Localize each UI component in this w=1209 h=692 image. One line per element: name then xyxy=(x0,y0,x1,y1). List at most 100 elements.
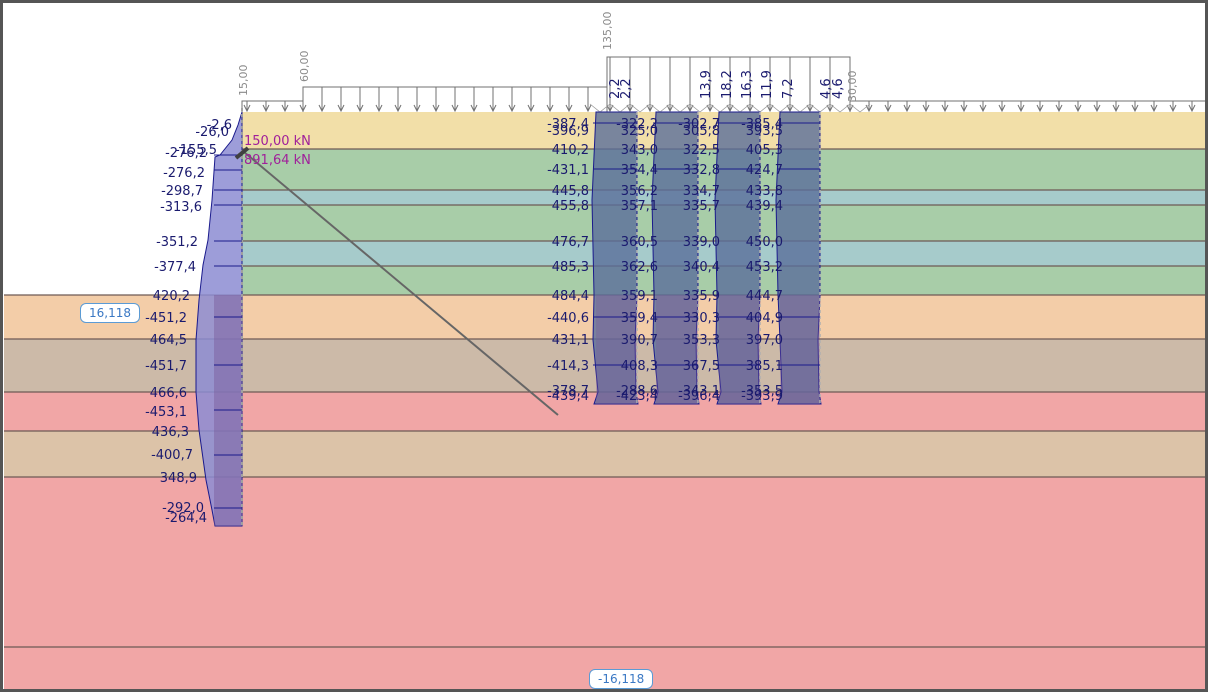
surface-zigzag xyxy=(589,103,871,113)
pile-2-value-label: 343,0 xyxy=(621,143,658,158)
wall-value-label: 436,3 xyxy=(152,425,189,440)
pile-1-value-label: 484,4 xyxy=(552,289,589,304)
wall-value-label: -400,7 xyxy=(151,448,193,463)
wall-value-label: 348,9 xyxy=(160,471,197,486)
level-badge-top[interactable]: 16,118 xyxy=(80,303,140,323)
load-arrow-head xyxy=(806,104,814,113)
level-badge-bottom-text: -16,118 xyxy=(598,672,645,686)
load-arrow-head xyxy=(941,104,949,113)
pile-head-value-label: 16,3 xyxy=(740,70,755,99)
load-arrow-head xyxy=(356,104,364,113)
load-arrow-head xyxy=(726,104,734,113)
pile-2-value-label: 356,2 xyxy=(621,184,658,199)
load-arrow-head xyxy=(903,104,911,113)
load-arrow-head xyxy=(584,104,592,113)
wall-value-label: 464,5 xyxy=(150,333,187,348)
pile-3-value-label: 335,9 xyxy=(683,289,720,304)
pile-3-value-label: 322,5 xyxy=(683,143,720,158)
pile-2-value-label: -423,4 xyxy=(616,389,658,404)
level-badge-bottom[interactable]: -16,118 xyxy=(589,669,654,689)
load-arrow-head xyxy=(1074,104,1082,113)
pile-head-value-label: 7,2 xyxy=(781,78,796,99)
value-labels: -2,6-26,0-276,2-155,5-276,2-298,7-313,6-… xyxy=(145,70,846,526)
pile-2-value-label: 362,6 xyxy=(621,260,658,275)
wall-value-label: -351,2 xyxy=(156,235,198,250)
load-arrow-head xyxy=(922,104,930,113)
pile-3-value-label: 340,4 xyxy=(683,260,720,275)
load-arrow-head xyxy=(1150,104,1158,113)
soil-layer-11 xyxy=(4,477,1205,647)
pile-3-value-label: -396,4 xyxy=(678,389,720,404)
load-arrow-head xyxy=(1036,104,1044,113)
wall-value-label: -451,7 xyxy=(145,359,187,374)
pile-3-value-label: 305,8 xyxy=(683,124,720,139)
load-arrow-head xyxy=(1055,104,1063,113)
wall-value-label: -264,4 xyxy=(165,511,207,526)
pile-1-value-label: -431,1 xyxy=(547,163,589,178)
pile-2-value-label: 390,7 xyxy=(621,333,658,348)
load-arrow-head xyxy=(546,104,554,113)
pile-4-value-label: 433,8 xyxy=(746,184,783,199)
pile-3-value-label: -343,1 xyxy=(678,384,720,399)
pile-2-value-label: 357,1 xyxy=(621,199,658,214)
load-arrow-head xyxy=(262,104,270,113)
load-arrow-head xyxy=(786,104,794,113)
pile-head-value-label: 2,2 xyxy=(619,78,634,99)
pile-group xyxy=(591,111,822,405)
pile-4-value-label: -393,9 xyxy=(741,389,783,404)
pile-1-value-label: 455,8 xyxy=(552,199,589,214)
pile-1-value-label: -414,3 xyxy=(547,359,589,374)
load-arrow-head xyxy=(998,104,1006,113)
load-arrow-head xyxy=(281,104,289,113)
load-arrow-head xyxy=(1017,104,1025,113)
pile-3-value-label: 339,0 xyxy=(683,235,720,250)
load-arrow-head xyxy=(666,104,674,113)
pile-4-value-label: -353,5 xyxy=(741,384,783,399)
load-arrow-head xyxy=(489,104,497,113)
pile-2-value-label: 359,1 xyxy=(621,289,658,304)
pile-1-value-label: 431,1 xyxy=(552,333,589,348)
pile-4-value-label: 385,1 xyxy=(746,359,783,374)
anchor-force-label: 150,00 kN xyxy=(244,134,311,149)
ground-anchor: 150,00 kN 891,64 kN xyxy=(234,134,559,416)
pile-1-value-label: -439,4 xyxy=(547,389,589,404)
pile-2-value-label: -322,2 xyxy=(616,117,658,132)
sheet-pile-wall xyxy=(195,108,243,527)
pile-4-value-label: 453,2 xyxy=(746,260,783,275)
pile-2-lower-shade xyxy=(656,295,698,404)
load-arrow-head xyxy=(646,104,654,113)
pile-1-value-label: -378,7 xyxy=(547,384,589,399)
load-arrow-head xyxy=(686,104,694,113)
load-arrow-head xyxy=(626,104,634,113)
pile-4-value-label: 439,4 xyxy=(746,199,783,214)
pile-1-value-label: -387,4 xyxy=(547,117,589,132)
wall-value-label: -292,0 xyxy=(162,501,204,516)
wall-value-label: -155,5 xyxy=(175,143,217,158)
load-arrow-head xyxy=(826,104,834,113)
pile-3-value-label: 367,5 xyxy=(683,359,720,374)
pile-1-value-label: 445,8 xyxy=(552,184,589,199)
load-arrow-head xyxy=(243,104,251,113)
pile-head-value-label: 4,6 xyxy=(819,78,834,99)
load-outline xyxy=(241,100,304,112)
wall-value-label: -377,4 xyxy=(154,260,196,275)
pile-4-value-label: 393,5 xyxy=(746,124,783,139)
load-arrow-head xyxy=(766,104,774,113)
load-arrow-head xyxy=(565,104,573,113)
load-arrow-head xyxy=(375,104,383,113)
load-arrow-head xyxy=(508,104,516,113)
load-arrow-head xyxy=(746,104,754,113)
load-arrow-head xyxy=(865,104,873,113)
pile-4-value-label: 397,0 xyxy=(746,333,783,348)
pile-2-value-label: 408,3 xyxy=(621,359,658,374)
pile-4-lower-shade xyxy=(780,295,820,404)
pile-4-value-label: 424,7 xyxy=(746,163,783,178)
load-arrow-head xyxy=(470,104,478,113)
load-value-label: 15,00 xyxy=(237,65,250,97)
pile-3-value-label: 332,8 xyxy=(683,163,720,178)
pile-head-value-label: 4,6 xyxy=(831,78,846,99)
pile-3-value-label: 335,7 xyxy=(683,199,720,214)
load-arrow-head xyxy=(979,104,987,113)
wall-value-label: -453,1 xyxy=(145,405,187,420)
